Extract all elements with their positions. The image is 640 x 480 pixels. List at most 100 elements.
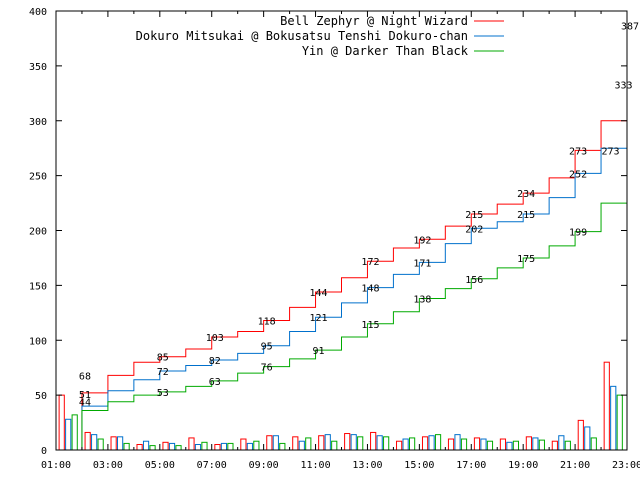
bar	[318, 435, 325, 451]
bar	[590, 437, 597, 451]
bar	[506, 441, 513, 451]
bar	[512, 440, 520, 451]
bar	[434, 434, 442, 451]
plot-frame	[55, 10, 628, 451]
hourly-bars	[58, 361, 623, 451]
bar	[220, 442, 228, 451]
bar	[538, 439, 545, 451]
data-label: 138	[413, 295, 431, 306]
x-tick-label: 17:00	[456, 460, 486, 471]
data-label: 175	[517, 254, 535, 265]
x-tick-label: 11:00	[300, 460, 330, 471]
bar	[603, 361, 610, 451]
bar	[266, 435, 273, 451]
x-tick-label: 21:00	[560, 460, 590, 471]
data-label: 273	[569, 146, 587, 157]
bar	[65, 418, 72, 451]
x-tick-label: 15:00	[404, 460, 434, 471]
bar	[227, 442, 234, 451]
bar	[370, 431, 377, 451]
data-labels: 68 85 103 118 144 172 192 215 234 273 387 51 72 82 95 1…	[79, 21, 639, 408]
bar	[84, 431, 91, 451]
bar	[344, 433, 351, 451]
x-tick-label: 09:00	[249, 460, 279, 471]
data-label: 171	[413, 258, 431, 269]
bar	[279, 442, 286, 451]
bar	[298, 440, 305, 451]
bar	[584, 426, 591, 451]
data-label: 68	[79, 371, 91, 382]
data-label: 234	[517, 189, 535, 200]
bar	[168, 442, 176, 451]
bar	[409, 437, 416, 451]
data-label: 144	[310, 288, 328, 299]
data-label: 53	[157, 388, 169, 399]
bar	[480, 438, 487, 451]
axes: 0 50 100 150 200 250 300 350 400 01:00 03:00 05:00 0…	[29, 7, 640, 471]
data-label: 82	[209, 356, 221, 367]
series-line	[56, 150, 628, 451]
legend-label: Bell Zephyr @ Night Wizard	[280, 14, 468, 28]
bar	[162, 441, 169, 451]
bar	[71, 414, 78, 451]
data-label: 115	[361, 320, 379, 331]
data-label: 202	[465, 224, 483, 235]
bar	[331, 440, 338, 451]
data-label: 192	[413, 235, 431, 246]
data-label: 148	[361, 284, 379, 295]
x-tick-label: 01:00	[41, 460, 71, 471]
data-label: 387	[621, 21, 639, 32]
data-label: 95	[261, 342, 273, 353]
bar	[305, 437, 312, 451]
x-tick-label: 19:00	[508, 460, 538, 471]
bar	[499, 438, 507, 451]
bar	[558, 435, 565, 451]
bar	[117, 436, 124, 451]
y-tick-label: 400	[29, 7, 47, 18]
bar	[577, 419, 584, 451]
series-lines	[56, 25, 628, 451]
bar	[201, 441, 208, 451]
bar	[350, 434, 357, 451]
x-tick-label: 13:00	[352, 460, 382, 471]
data-label: 118	[258, 316, 276, 327]
bar	[610, 385, 617, 451]
bar	[525, 436, 532, 451]
bar	[532, 437, 539, 451]
legend-label: Yin @ Darker Than Black	[302, 44, 469, 58]
x-tick-label: 23:00	[612, 460, 640, 471]
bar	[149, 445, 156, 451]
bar	[136, 444, 143, 451]
data-label: 51	[79, 390, 91, 401]
y-tick-label: 350	[29, 62, 47, 73]
bar	[240, 438, 247, 451]
data-label: 156	[465, 275, 483, 286]
x-tick-label: 03:00	[93, 460, 123, 471]
bar	[188, 437, 195, 451]
bar	[421, 436, 429, 451]
bar	[142, 440, 150, 451]
bar	[324, 434, 331, 451]
data-label: 215	[465, 210, 483, 221]
y-tick-label: 250	[29, 172, 47, 183]
data-label: 76	[261, 363, 273, 374]
x-tick-label: 07:00	[197, 460, 227, 471]
bar	[564, 440, 571, 451]
bar	[123, 442, 130, 451]
data-label: 273	[602, 146, 620, 157]
data-label: 172	[361, 257, 379, 268]
data-label: 103	[206, 333, 224, 344]
bar	[396, 440, 403, 451]
y-tick-label: 300	[29, 117, 47, 128]
x-tick-label: 05:00	[145, 460, 175, 471]
y-tick-label: 50	[35, 391, 47, 402]
bar	[272, 435, 279, 451]
y-tick-label: 200	[29, 227, 47, 238]
bar	[460, 438, 468, 451]
bar	[91, 434, 98, 451]
bar	[253, 440, 260, 451]
y-tick-label: 0	[41, 446, 47, 457]
data-label: 63	[209, 377, 221, 388]
